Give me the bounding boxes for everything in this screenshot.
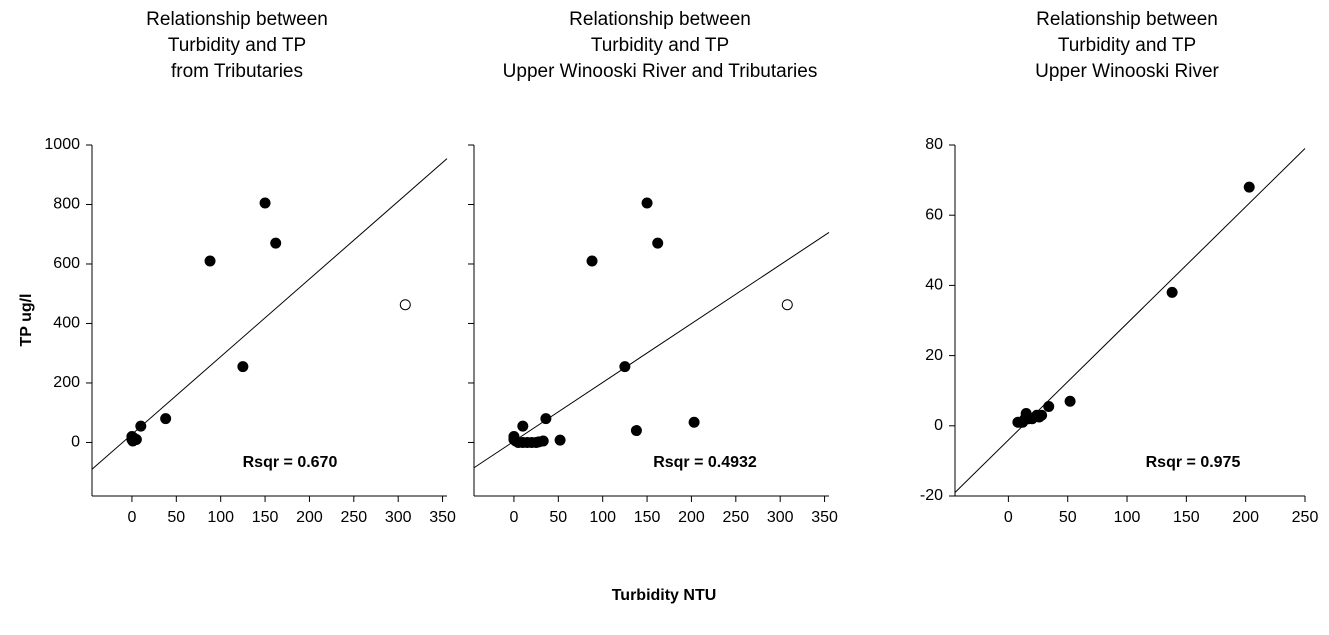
- chart-title: Upper Winooski River and Tributaries: [503, 61, 818, 82]
- point: [540, 413, 552, 425]
- point: [688, 416, 700, 428]
- x-tick-label: 350: [811, 509, 838, 526]
- x-tick-label: 100: [207, 509, 234, 526]
- point: [127, 435, 139, 447]
- x-tick-label: 0: [509, 509, 518, 526]
- x-tick-label: 250: [340, 509, 367, 526]
- point: [630, 425, 642, 437]
- y-tick-label: 0: [71, 434, 80, 451]
- y-tick-label: 80: [925, 136, 943, 153]
- chart-title: Upper Winooski River: [1035, 61, 1219, 82]
- annotation: Rsqr = 0.975: [1146, 454, 1241, 471]
- x-tick-label: 300: [385, 509, 412, 526]
- point: [586, 255, 598, 267]
- x-tick-label: 250: [1292, 509, 1319, 526]
- point: [1043, 400, 1055, 412]
- x-tick-label: 50: [549, 509, 567, 526]
- point: [1166, 286, 1178, 298]
- point: [237, 361, 249, 373]
- annotation: Rsqr = 0.4932: [653, 454, 757, 471]
- y-tick-label: 400: [53, 315, 80, 332]
- point: [160, 413, 172, 425]
- x-tick-label: 50: [167, 509, 185, 526]
- x-tick-label: 0: [1004, 509, 1013, 526]
- point: [517, 420, 529, 432]
- fit-line: [473, 232, 830, 469]
- x-tick-label: 150: [252, 509, 279, 526]
- x-tick-label: 100: [589, 509, 616, 526]
- point: [1064, 395, 1076, 407]
- x-tick-label: 250: [722, 509, 749, 526]
- point: [1036, 409, 1048, 421]
- x-tick-label: 150: [1173, 509, 1200, 526]
- x-tick-label: 150: [634, 509, 661, 526]
- y-tick-label: 800: [53, 196, 80, 213]
- point: [135, 420, 147, 432]
- chart-title: Relationship between: [569, 9, 751, 30]
- x-tick-label: 50: [1059, 509, 1077, 526]
- chart-title: from Tributaries: [171, 61, 303, 82]
- point: [781, 299, 793, 311]
- point: [204, 255, 216, 267]
- fit-line: [91, 158, 448, 470]
- chart-title: Turbidity and TP: [591, 35, 729, 56]
- x-tick-label: 200: [678, 509, 705, 526]
- point: [399, 299, 411, 311]
- x-tick-label: 100: [1114, 509, 1141, 526]
- annotation: Rsqr = 0.670: [243, 454, 338, 471]
- chart-title: Relationship between: [146, 9, 328, 30]
- x-tick-label: 350: [429, 509, 456, 526]
- chart-title: Turbidity and TP: [1058, 35, 1196, 56]
- x-tick-label: 300: [767, 509, 794, 526]
- x-tick-label: 0: [127, 509, 136, 526]
- y-tick-label: -20: [920, 487, 943, 504]
- point: [537, 435, 549, 447]
- x-tick-label: 200: [1232, 509, 1259, 526]
- x-axis-label: Turbidity NTU: [612, 587, 717, 604]
- point: [641, 197, 653, 209]
- chart-title: Relationship between: [1036, 9, 1218, 30]
- y-tick-label: 200: [53, 374, 80, 391]
- fit-line: [954, 148, 1306, 493]
- point: [259, 197, 271, 209]
- y-tick-label: 40: [925, 277, 943, 294]
- point: [1243, 181, 1255, 193]
- x-tick-label: 200: [296, 509, 323, 526]
- y-tick-label: 1000: [44, 136, 80, 153]
- point: [652, 237, 664, 249]
- y-tick-label: 60: [925, 206, 943, 223]
- y-tick-label: 20: [925, 347, 943, 364]
- y-tick-label: 600: [53, 255, 80, 272]
- point: [554, 434, 566, 446]
- y-tick-label: 0: [934, 417, 943, 434]
- chart-title: Turbidity and TP: [168, 35, 306, 56]
- point: [270, 237, 282, 249]
- point: [619, 361, 631, 373]
- y-axis-label: TP ug/l: [18, 293, 35, 346]
